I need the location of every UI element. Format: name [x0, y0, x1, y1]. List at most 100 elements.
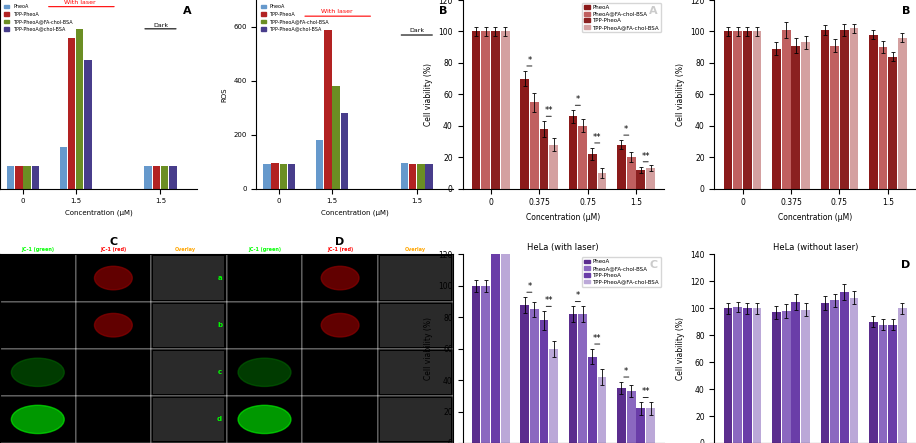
Bar: [6, 166, 15, 189]
Bar: [472, 286, 480, 443]
Bar: [550, 144, 558, 189]
Bar: [734, 31, 742, 189]
Bar: [417, 164, 425, 189]
Y-axis label: Cell viability (%): Cell viability (%): [676, 63, 684, 126]
Bar: [753, 308, 761, 443]
Text: *: *: [528, 56, 531, 65]
Ellipse shape: [238, 405, 291, 434]
Bar: [501, 31, 509, 189]
Bar: [598, 173, 606, 189]
Bar: [840, 292, 849, 443]
Bar: [617, 388, 626, 443]
Bar: [850, 298, 858, 443]
Bar: [578, 314, 587, 443]
Bar: [520, 78, 529, 189]
Bar: [151, 302, 227, 349]
Bar: [153, 398, 224, 441]
Bar: [540, 320, 549, 443]
Legend: PheoA, TPP-PheoA, TPP-PheoA@FA-chol-BSA, TPP-PheoA@chol-BSA: PheoA, TPP-PheoA, TPP-PheoA@FA-chol-BSA,…: [3, 2, 75, 34]
Bar: [302, 349, 378, 396]
Bar: [753, 31, 761, 189]
Bar: [598, 377, 606, 443]
Ellipse shape: [11, 405, 64, 434]
Bar: [724, 31, 733, 189]
Bar: [380, 350, 452, 394]
Text: **: **: [593, 133, 602, 142]
Bar: [378, 302, 453, 349]
Bar: [288, 164, 295, 189]
Bar: [227, 396, 302, 443]
Bar: [380, 256, 452, 300]
Bar: [491, 247, 500, 443]
Bar: [898, 38, 907, 189]
Bar: [84, 60, 92, 189]
Bar: [869, 322, 878, 443]
Bar: [23, 166, 31, 189]
Bar: [68, 38, 75, 189]
Bar: [889, 325, 897, 443]
Bar: [743, 31, 752, 189]
Text: *: *: [624, 125, 628, 134]
Bar: [271, 163, 278, 189]
Legend: PheoA, PheoA@FA-chol-BSA, TPP-PheoA, TPP-PheoA@FA-chol-BSA: PheoA, PheoA@FA-chol-BSA, TPP-PheoA, TPP…: [582, 257, 661, 287]
Bar: [161, 166, 169, 189]
Bar: [578, 126, 587, 189]
Bar: [850, 28, 858, 189]
Bar: [830, 300, 839, 443]
Bar: [627, 157, 636, 189]
Text: B: B: [439, 6, 448, 16]
X-axis label: Concentration (μM): Concentration (μM): [778, 213, 853, 222]
Y-axis label: Cell viability (%): Cell viability (%): [424, 317, 432, 380]
Bar: [333, 86, 340, 189]
Bar: [637, 170, 645, 189]
Bar: [76, 396, 151, 443]
Bar: [743, 308, 752, 443]
Text: *: *: [528, 282, 531, 291]
Bar: [324, 30, 332, 189]
Bar: [380, 303, 452, 347]
Bar: [227, 254, 302, 302]
Text: b: b: [217, 322, 223, 328]
X-axis label: Concentration (μM): Concentration (μM): [65, 210, 133, 216]
Bar: [302, 302, 378, 349]
Bar: [791, 46, 801, 189]
Bar: [0, 302, 76, 349]
Bar: [151, 396, 227, 443]
Bar: [724, 308, 733, 443]
Bar: [378, 396, 453, 443]
Bar: [169, 166, 177, 189]
Bar: [151, 349, 227, 396]
Bar: [889, 57, 897, 189]
Text: JC-1 (red): JC-1 (red): [101, 247, 126, 252]
Text: JC-1 (green): JC-1 (green): [248, 247, 281, 252]
Bar: [781, 30, 791, 189]
Bar: [76, 302, 151, 349]
Legend: PheoA, PheoA@FA-chol-BSA, TPP-PheoA, TPP-PheoA@FA-chol-BSA: PheoA, PheoA@FA-chol-BSA, TPP-PheoA, TPP…: [582, 3, 661, 32]
Bar: [76, 254, 151, 302]
Text: Dark: Dark: [409, 28, 424, 33]
Text: C: C: [109, 237, 117, 247]
Ellipse shape: [94, 266, 132, 290]
Bar: [646, 408, 655, 443]
Text: C: C: [650, 260, 658, 270]
Bar: [400, 163, 409, 189]
Text: Overlay: Overlay: [405, 247, 425, 252]
Bar: [15, 166, 23, 189]
Bar: [491, 31, 500, 189]
Text: **: **: [544, 296, 553, 305]
Legend: PheoA, TPP-PheoA, TPP-PheoA@FA-chol-BSA, TPP-PheoA@chol-BSA: PheoA, TPP-PheoA, TPP-PheoA@FA-chol-BSA,…: [258, 2, 331, 34]
Bar: [153, 350, 224, 394]
Bar: [227, 302, 302, 349]
X-axis label: Concentration (μM): Concentration (μM): [321, 210, 388, 216]
Text: Overlay: Overlay: [175, 247, 195, 252]
Ellipse shape: [322, 313, 359, 337]
Bar: [781, 311, 791, 443]
Text: With laser: With laser: [321, 9, 353, 15]
Bar: [302, 254, 378, 302]
Bar: [31, 166, 39, 189]
Bar: [617, 144, 626, 189]
Bar: [145, 166, 152, 189]
Text: JC-1 (green): JC-1 (green): [21, 247, 54, 252]
Y-axis label: Cell viability (%): Cell viability (%): [424, 63, 432, 126]
Bar: [569, 116, 577, 189]
